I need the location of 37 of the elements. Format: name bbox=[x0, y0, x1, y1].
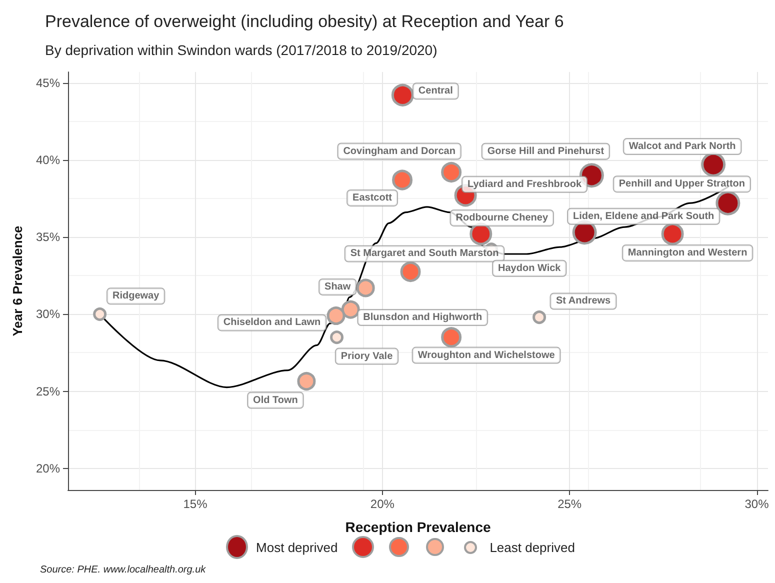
annotation: St Andrews bbox=[556, 296, 612, 307]
y-tick-label: 30% bbox=[36, 307, 60, 322]
annotation: Eastcott bbox=[352, 192, 393, 204]
legend-label: Most deprived bbox=[256, 540, 338, 554]
annotation: St Margaret and South Marston bbox=[350, 248, 499, 260]
annotation: Old Town bbox=[253, 394, 298, 406]
annotation: Ridgeway bbox=[112, 290, 160, 302]
x-axis-title: Reception Prevalence bbox=[345, 519, 491, 535]
x-tick-label: 20% bbox=[370, 497, 395, 511]
annotation: Chiseldon and Lawn bbox=[223, 317, 321, 328]
annotation: Blunsdon and Highworth bbox=[363, 312, 482, 324]
annotation: Lydiard and Freshbrook bbox=[467, 178, 582, 190]
annotation: Walcot and Park North bbox=[628, 141, 736, 152]
y-tick-label: 20% bbox=[36, 461, 60, 476]
y-tick-label: 40% bbox=[36, 152, 60, 167]
y-tick-label: 35% bbox=[36, 230, 60, 244]
annotation: Wroughton and Wichelstowe bbox=[418, 350, 556, 361]
x-tick-label: 15% bbox=[183, 497, 208, 511]
annotation: Liden, Eldene and Park South bbox=[573, 210, 714, 222]
annotation: Rodbourne Cheney bbox=[456, 212, 548, 224]
y-axis-title: Year 6 Prevalence bbox=[10, 226, 25, 336]
annotation: Mannington and Western bbox=[628, 247, 748, 258]
annotation: Central bbox=[418, 86, 454, 97]
annotation: Gorse Hill and Pinehurst bbox=[487, 146, 605, 157]
annotation: Priory Vale bbox=[340, 350, 394, 362]
x-tick-label: 25% bbox=[558, 497, 582, 511]
y-tick-label: 25% bbox=[36, 384, 60, 398]
source-note: Source: PHE. www.localhealth.org.uk bbox=[40, 564, 207, 576]
annotation: Shaw bbox=[324, 281, 351, 292]
chart-title: Prevalence of overweight (including obesity) at Reception and Year 6 bbox=[45, 12, 564, 31]
annotation: Covingham and Dorcan bbox=[343, 146, 456, 157]
chart-subtitle: By deprivation within Swindon wards (2017/2018 to 2019/2020) bbox=[45, 42, 438, 58]
y-tick-label: 45% bbox=[36, 76, 60, 90]
legend-label: Least deprived bbox=[490, 540, 575, 554]
x-tick-label: 30% bbox=[744, 497, 770, 511]
annotation: Penhill and Upper Stratton bbox=[618, 178, 746, 190]
annotation: Haydon Wick bbox=[498, 262, 562, 274]
